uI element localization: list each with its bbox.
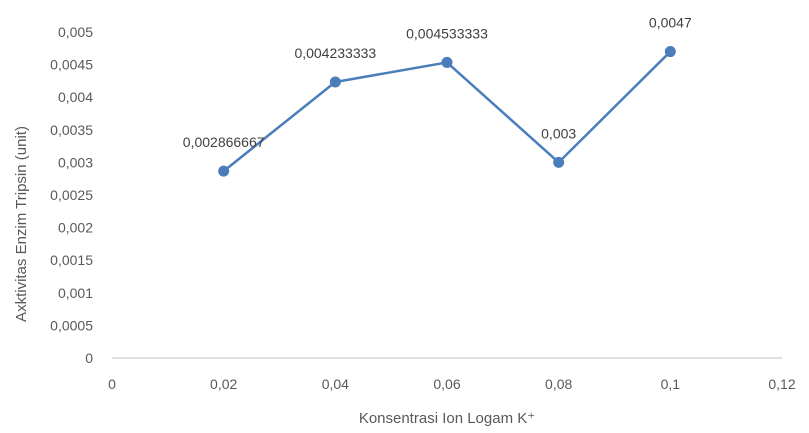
y-tick-label: 0,005 <box>58 24 93 40</box>
data-point <box>553 156 565 168</box>
x-tick-label: 0,02 <box>210 376 237 392</box>
y-tick-label: 0,0025 <box>50 187 93 203</box>
y-tick-label: 0,0045 <box>50 57 93 73</box>
x-axis-ticks: 0 0,02 0,04 0,06 0,08 0,1 0,12 <box>108 376 796 392</box>
data-label: 0,0047 <box>649 15 692 31</box>
x-tick-label: 0,08 <box>545 376 572 392</box>
x-tick-label: 0,12 <box>768 376 795 392</box>
y-tick-label: 0,004 <box>58 89 93 105</box>
y-axis-title: Axktivitas Enzim Tripsin (unit) <box>13 126 30 322</box>
y-tick-label: 0 <box>85 350 93 366</box>
x-tick-label: 0 <box>108 376 116 392</box>
y-tick-label: 0,0005 <box>50 317 93 333</box>
series-line <box>222 50 672 173</box>
data-point <box>329 76 341 88</box>
data-label: 0,003 <box>541 125 576 141</box>
y-axis-ticks: 0 0,0005 0,001 0,0015 0,002 0,0025 0,003 0,0035… <box>50 24 93 366</box>
data-label: 0,002866667 <box>183 134 265 150</box>
data-labels: 0,002866667 0,004233333 0,004533333 0,003 0,… <box>183 15 692 151</box>
y-tick-label: 0,0035 <box>50 122 93 138</box>
y-tick-label: 0,001 <box>58 285 93 301</box>
data-point <box>218 165 230 177</box>
x-tick-label: 0,06 <box>433 376 460 392</box>
x-tick-label: 0,1 <box>661 376 681 392</box>
data-label: 0,004533333 <box>406 25 488 41</box>
y-tick-label: 0,0015 <box>50 252 93 268</box>
y-tick-label: 0,003 <box>58 154 93 170</box>
x-tick-label: 0,04 <box>322 376 349 392</box>
x-axis-title: Konsentrasi Ion Logam K⁺ <box>359 410 535 427</box>
data-label: 0,004233333 <box>294 45 376 61</box>
y-tick-label: 0,002 <box>58 220 93 236</box>
data-point <box>664 46 676 58</box>
data-point <box>441 56 453 68</box>
series-group <box>218 46 676 177</box>
